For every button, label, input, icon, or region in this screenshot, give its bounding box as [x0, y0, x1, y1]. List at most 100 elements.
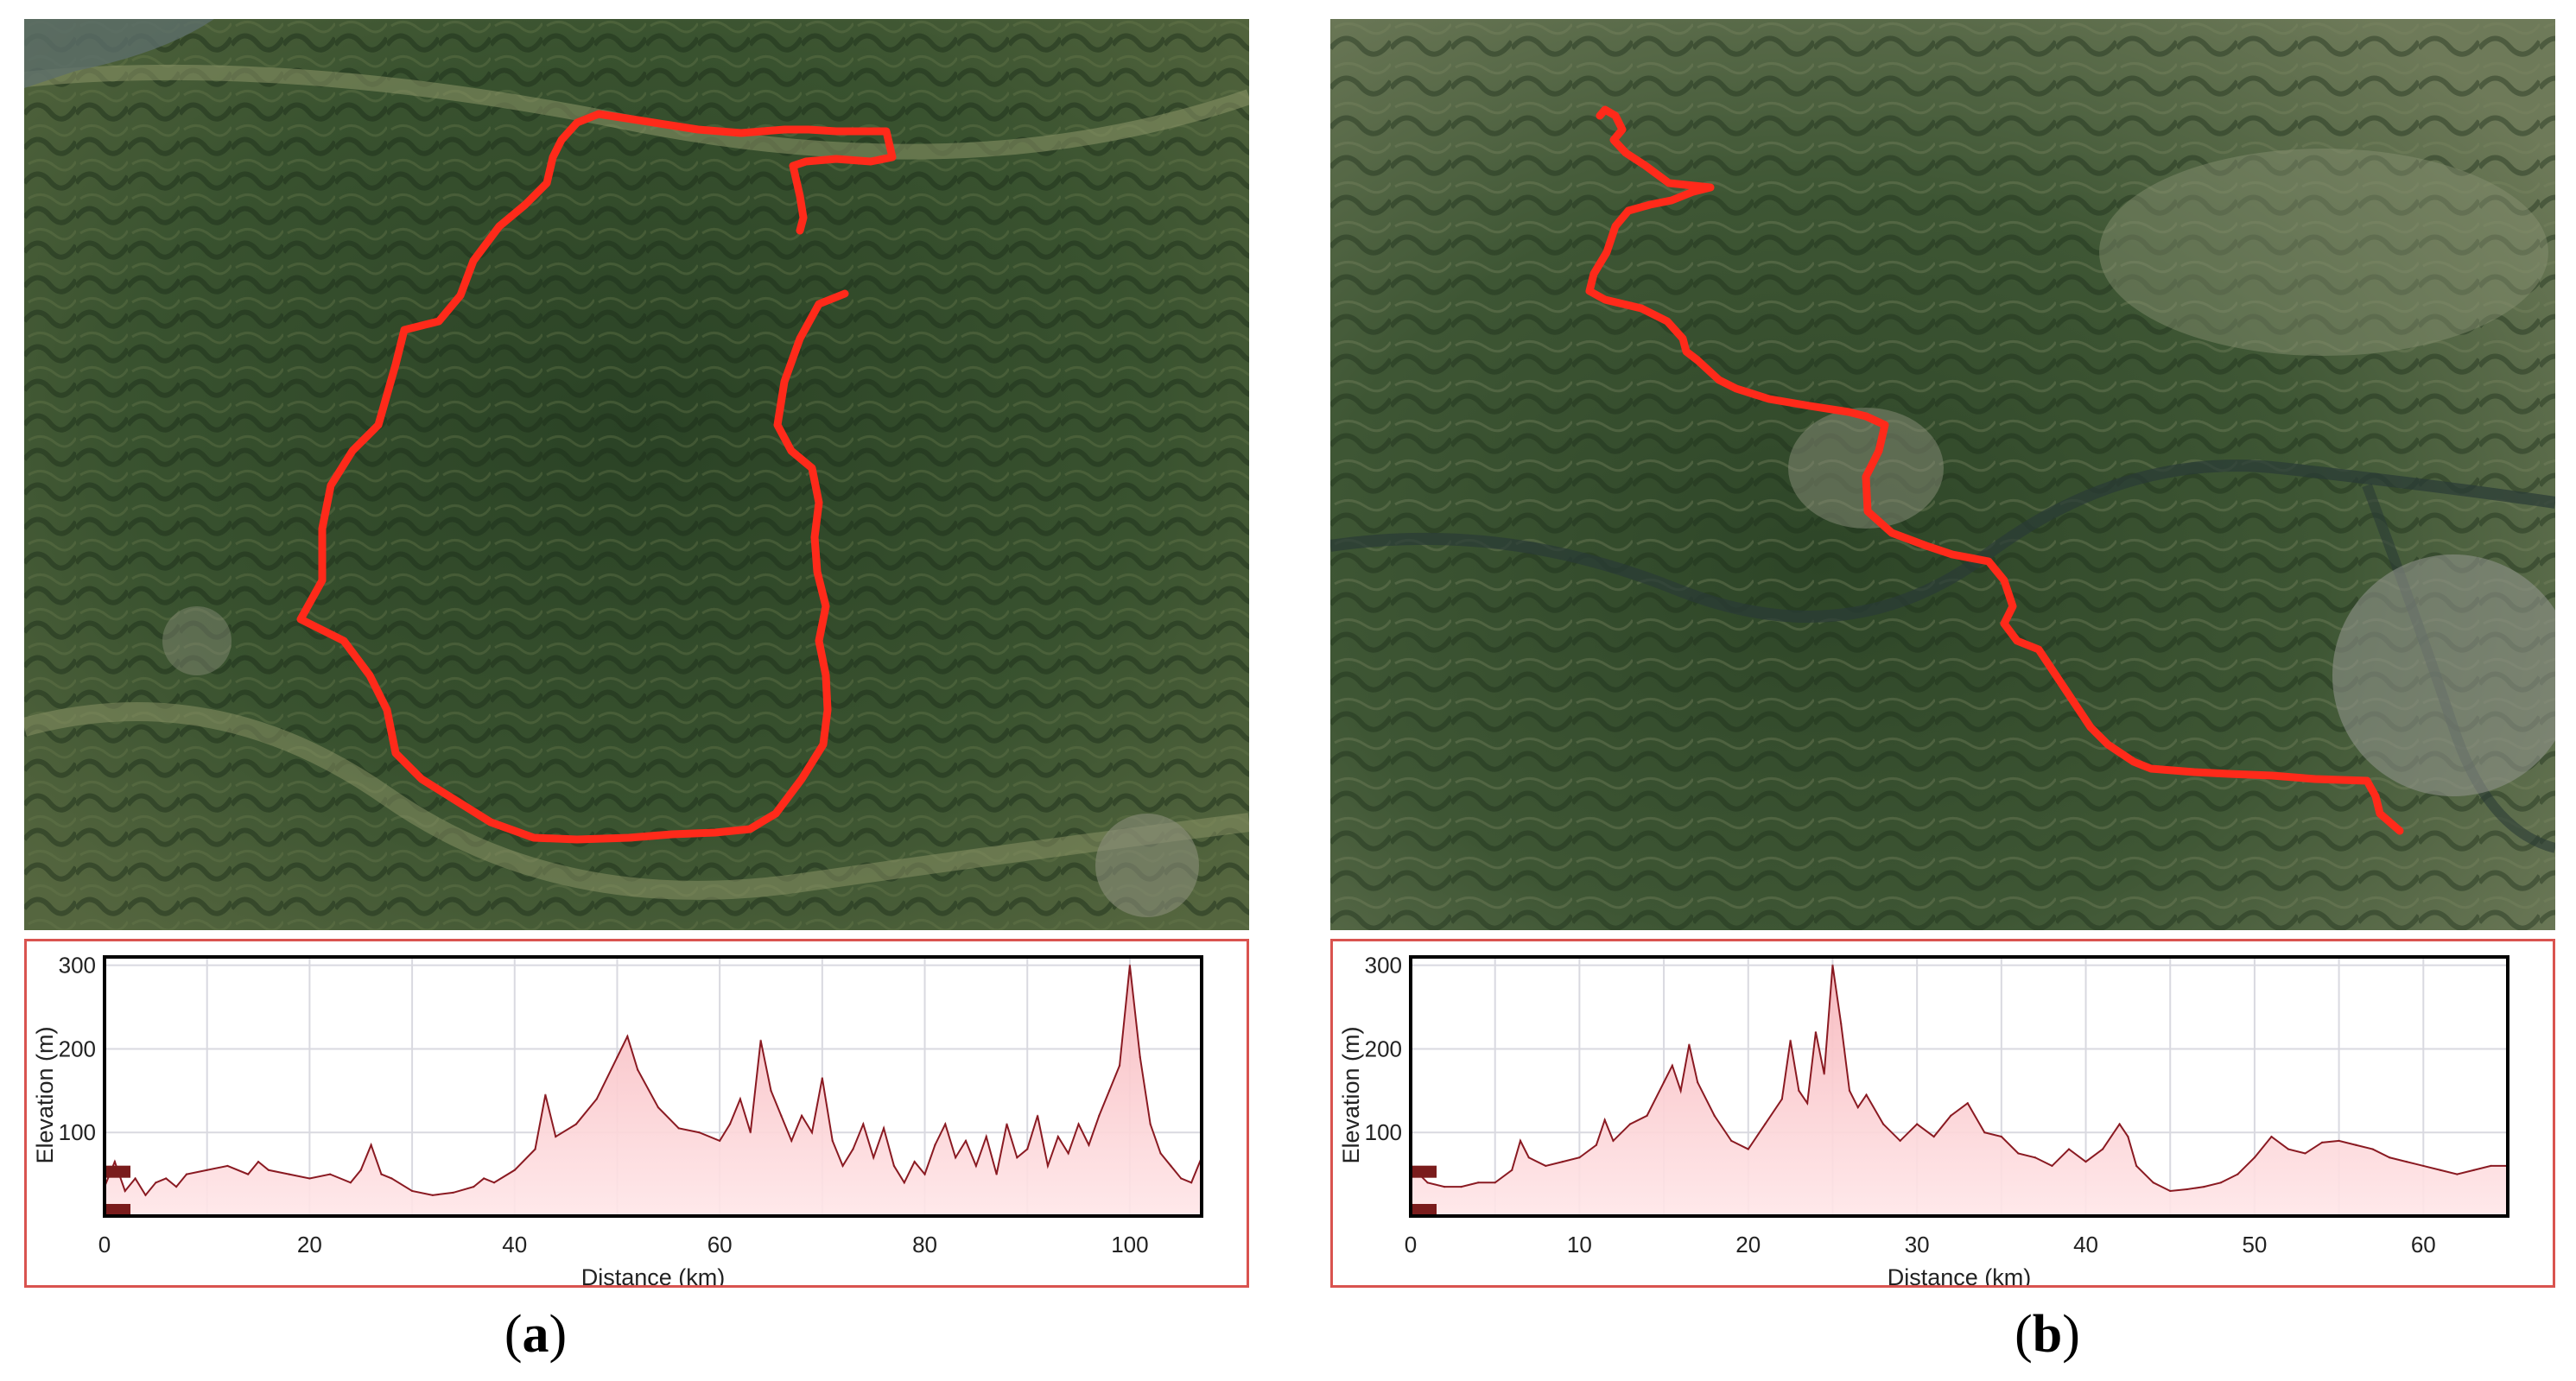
data-point: [2237, 1173, 2239, 1175]
data-point: [246, 1173, 250, 1175]
start-marker: [1412, 1165, 1437, 1178]
data-point: [1016, 1156, 1018, 1159]
data-point: [2084, 1160, 2087, 1163]
data-point: [718, 1139, 721, 1143]
data-point: [2270, 1135, 2273, 1138]
data-point: [1067, 1152, 1069, 1155]
data-point: [616, 1055, 619, 1059]
data-point: [1899, 1139, 1901, 1143]
data-point: [1848, 1089, 1851, 1093]
y-tick-label: 100: [1365, 1119, 1402, 1145]
data-point: [1511, 1169, 1513, 1171]
x-tick-label: 60: [2411, 1232, 2436, 1257]
data-point: [1149, 1123, 1152, 1125]
start-marker: [106, 1165, 130, 1178]
route-line-b: [1585, 105, 2404, 835]
data-point: [1764, 1123, 1767, 1125]
x-tick-label: 20: [297, 1232, 322, 1257]
data-point: [1180, 1177, 1183, 1180]
elevation-chart-a: 0 20 40 60 80 100 100 200 300 Distance (km) Elevat…: [32, 953, 1203, 1285]
end-marker: [106, 1204, 130, 1214]
data-point: [2490, 1164, 2492, 1168]
route-line-a: [296, 110, 897, 844]
x-tick-label: 100: [1111, 1232, 1148, 1257]
data-point: [1966, 1102, 1969, 1105]
x-tick-label: 50: [2242, 1232, 2267, 1257]
data-point: [882, 1127, 885, 1130]
data-point: [2371, 1148, 2374, 1150]
data-point: [2354, 1143, 2357, 1146]
caption-b: (b): [2014, 1305, 2080, 1364]
data-point: [2287, 1148, 2290, 1150]
data-point: [1881, 1123, 1885, 1125]
data-point: [2152, 1181, 2154, 1184]
x-axis-label: Distance (km): [581, 1264, 726, 1285]
data-point: [1932, 1135, 1935, 1138]
end-marker: [1412, 1204, 1437, 1214]
data-point: [852, 1148, 854, 1150]
data-point: [892, 1164, 896, 1168]
data-point: [872, 1156, 875, 1159]
data-point: [1426, 1181, 1429, 1184]
data-point: [985, 1135, 987, 1138]
data-point: [790, 1139, 793, 1143]
data-point: [2456, 1173, 2459, 1175]
data-point: [739, 1098, 742, 1100]
data-point: [841, 1164, 844, 1168]
data-point: [995, 1173, 998, 1175]
data-point: [1671, 1064, 1674, 1067]
data-point: [534, 1148, 536, 1150]
data-point: [574, 1123, 578, 1125]
data-point: [1612, 1139, 1615, 1143]
data-point: [2017, 1152, 2020, 1155]
data-point: [862, 1123, 865, 1125]
data-point: [165, 1177, 168, 1180]
data-point: [1865, 1093, 1868, 1096]
y-tick-label: 100: [59, 1119, 96, 1145]
data-point: [473, 1185, 475, 1188]
data-point: [1077, 1123, 1080, 1125]
data-point: [2101, 1148, 2104, 1150]
data-point: [1840, 1023, 1843, 1025]
caption-a: (a): [504, 1305, 568, 1364]
data-point: [626, 1035, 629, 1038]
elevation-line: [1410, 965, 2508, 1192]
data-point: [1118, 1064, 1121, 1067]
data-point: [759, 1039, 762, 1042]
data-point: [370, 1143, 372, 1146]
map-terrain-b: [1330, 19, 2555, 930]
data-point: [2034, 1156, 2037, 1159]
data-point: [2405, 1160, 2408, 1163]
data-point: [308, 1177, 311, 1180]
data-point: [1026, 1148, 1029, 1150]
data-point: [410, 1189, 414, 1193]
data-point: [1476, 1181, 1480, 1184]
data-point: [206, 1169, 208, 1171]
data-point: [1662, 1080, 1666, 1084]
data-point: [144, 1194, 147, 1197]
data-point: [1856, 1105, 1859, 1109]
data-point: [1170, 1164, 1172, 1168]
data-point: [1983, 1131, 1986, 1134]
plot-frame: [1409, 955, 2509, 1218]
elevation-chart-b: 0 10 20 30 40 50 60 100 200 300 Distance (km) Eleva…: [1338, 953, 2509, 1285]
data-point: [1046, 1164, 1050, 1168]
data-point: [595, 1098, 598, 1100]
elevation-area: [1411, 965, 2508, 1216]
data-point: [1545, 1164, 1547, 1168]
data-point: [831, 1139, 834, 1143]
data-point: [749, 1131, 752, 1134]
data-point: [2389, 1156, 2391, 1159]
data-point: [1798, 1089, 1800, 1093]
data-point: [1780, 1098, 1784, 1100]
data-point: [2203, 1185, 2205, 1188]
x-tick-label: 80: [912, 1232, 937, 1257]
data-point: [677, 1127, 680, 1130]
data-point: [1688, 1043, 1691, 1046]
data-point: [482, 1177, 485, 1180]
data-point: [1823, 1073, 1825, 1075]
data-point: [1578, 1156, 1581, 1159]
x-tick-label: 40: [2073, 1232, 2098, 1257]
data-point: [1088, 1143, 1090, 1146]
data-point: [954, 1156, 957, 1159]
